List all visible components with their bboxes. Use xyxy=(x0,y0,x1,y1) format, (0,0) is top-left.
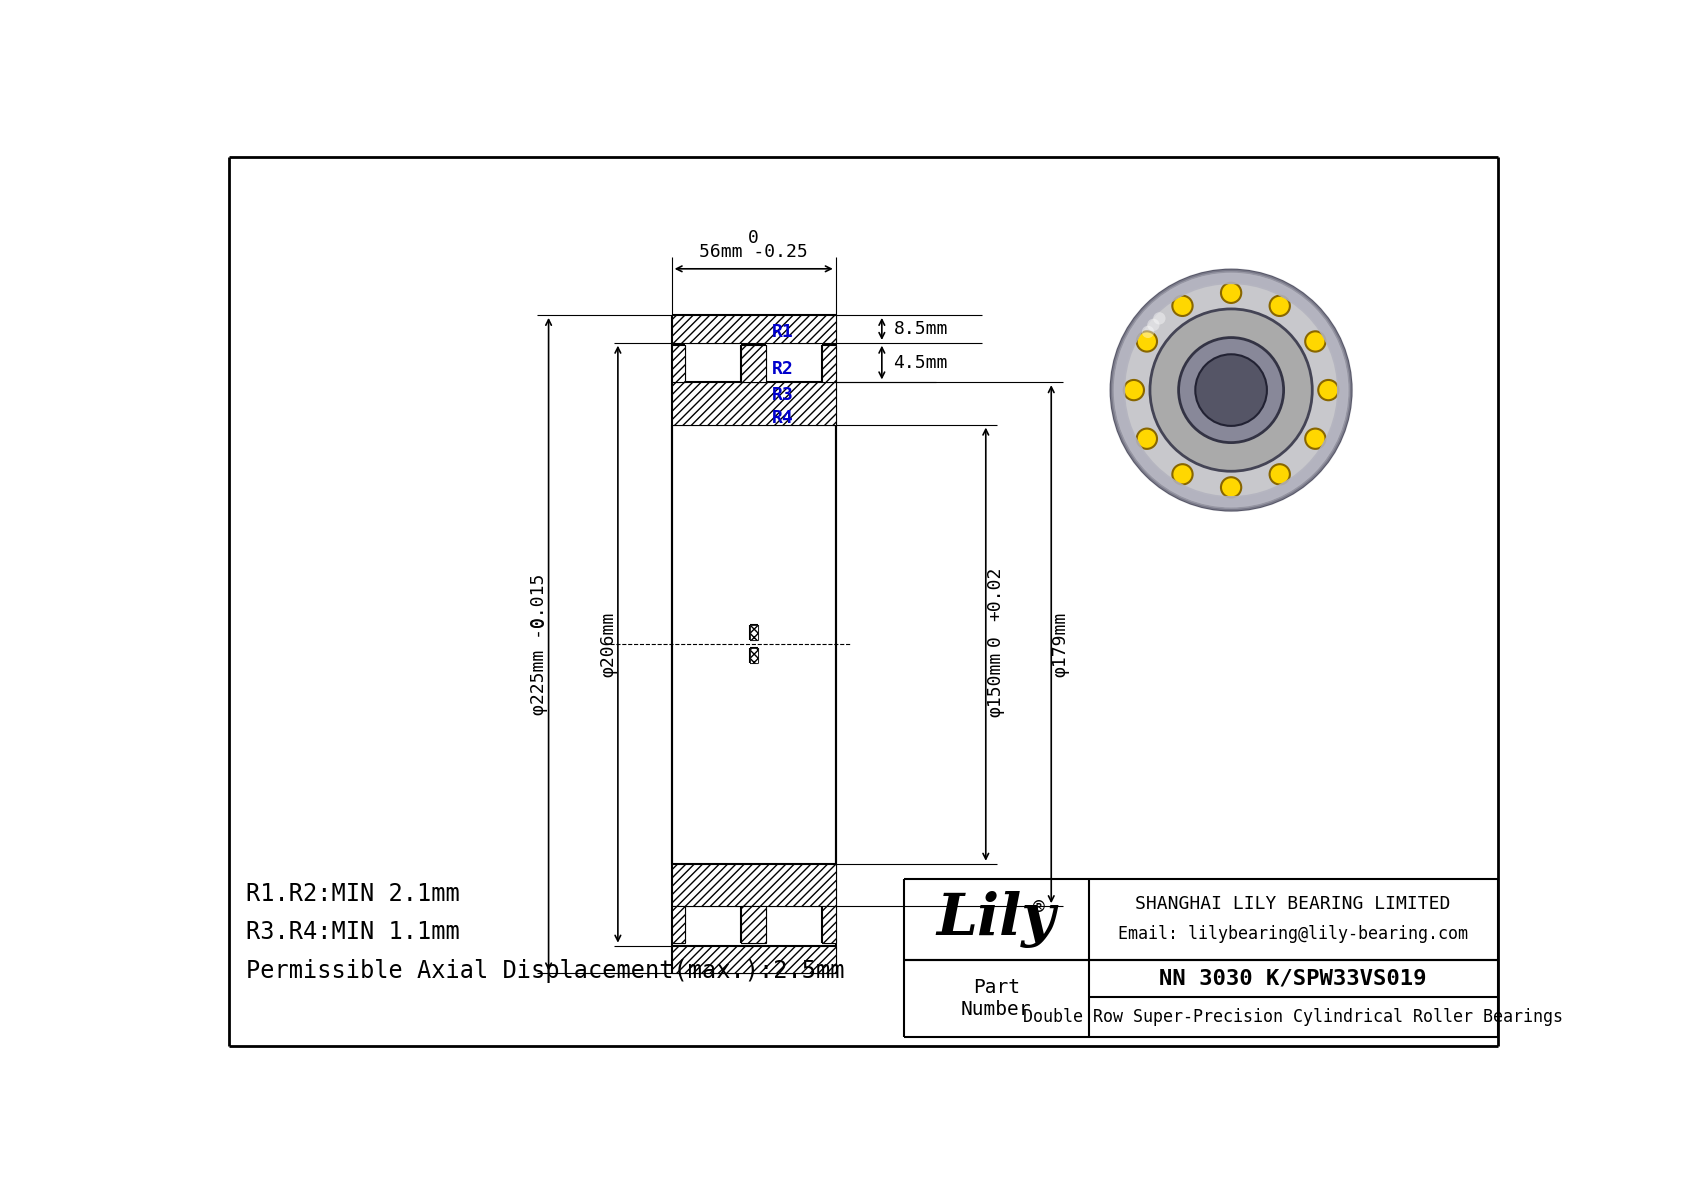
Circle shape xyxy=(1150,308,1312,472)
Circle shape xyxy=(1123,380,1143,400)
Text: φ225mm -0.015: φ225mm -0.015 xyxy=(530,574,549,715)
Text: φ206mm: φ206mm xyxy=(600,611,618,676)
Circle shape xyxy=(1111,270,1351,510)
Circle shape xyxy=(1142,326,1154,338)
Text: 4.5mm: 4.5mm xyxy=(894,354,948,372)
Polygon shape xyxy=(822,906,835,943)
Circle shape xyxy=(1172,295,1192,316)
Circle shape xyxy=(1319,380,1339,400)
Text: +0.02: +0.02 xyxy=(987,567,1004,621)
Text: Double Row Super-Precision Cylindrical Roller Bearings: Double Row Super-Precision Cylindrical R… xyxy=(1024,1008,1563,1025)
Circle shape xyxy=(1172,464,1192,485)
Text: 0: 0 xyxy=(530,617,549,628)
Circle shape xyxy=(1270,295,1290,316)
Text: R3: R3 xyxy=(773,386,795,404)
Polygon shape xyxy=(672,314,835,343)
Polygon shape xyxy=(672,906,685,943)
Circle shape xyxy=(1137,429,1157,449)
Text: φ179mm: φ179mm xyxy=(1051,611,1069,676)
Polygon shape xyxy=(741,345,766,382)
Text: 8.5mm: 8.5mm xyxy=(894,320,948,338)
Text: R2: R2 xyxy=(773,361,795,379)
Text: R3.R4:MIN 1.1mm: R3.R4:MIN 1.1mm xyxy=(246,921,460,944)
Circle shape xyxy=(1154,312,1165,324)
Circle shape xyxy=(1179,337,1283,443)
Circle shape xyxy=(1196,354,1266,426)
Text: R1: R1 xyxy=(773,323,795,342)
Text: R1.R2:MIN 2.1mm: R1.R2:MIN 2.1mm xyxy=(246,883,460,906)
Circle shape xyxy=(1137,331,1157,351)
Text: 0: 0 xyxy=(987,635,1004,646)
Text: Email: lilybearing@lily-bearing.com: Email: lilybearing@lily-bearing.com xyxy=(1118,925,1468,943)
Circle shape xyxy=(1305,429,1325,449)
Text: R4: R4 xyxy=(773,409,795,426)
Polygon shape xyxy=(672,863,835,906)
Text: SHANGHAI LILY BEARING LIMITED: SHANGHAI LILY BEARING LIMITED xyxy=(1135,894,1452,912)
Text: Permissible Axial Displacement(max.):2.5mm: Permissible Axial Displacement(max.):2.5… xyxy=(246,959,844,983)
Text: φ150mm: φ150mm xyxy=(987,651,1004,717)
Polygon shape xyxy=(741,906,766,943)
Text: Part
Number: Part Number xyxy=(962,978,1032,1018)
Circle shape xyxy=(1147,319,1160,331)
Circle shape xyxy=(1270,464,1290,485)
Circle shape xyxy=(1305,331,1325,351)
Text: 56mm -0.25: 56mm -0.25 xyxy=(699,243,808,261)
Polygon shape xyxy=(822,345,835,382)
Polygon shape xyxy=(672,946,835,973)
Text: Lily: Lily xyxy=(936,891,1056,948)
Polygon shape xyxy=(749,648,758,663)
Circle shape xyxy=(1221,478,1241,498)
Text: NN 3030 K/SPW33VS019: NN 3030 K/SPW33VS019 xyxy=(1159,968,1426,989)
Text: ®: ® xyxy=(1034,898,1046,917)
Polygon shape xyxy=(672,345,685,382)
Polygon shape xyxy=(672,382,835,425)
Circle shape xyxy=(1221,282,1241,303)
Polygon shape xyxy=(749,625,758,641)
Text: 0: 0 xyxy=(748,229,759,248)
